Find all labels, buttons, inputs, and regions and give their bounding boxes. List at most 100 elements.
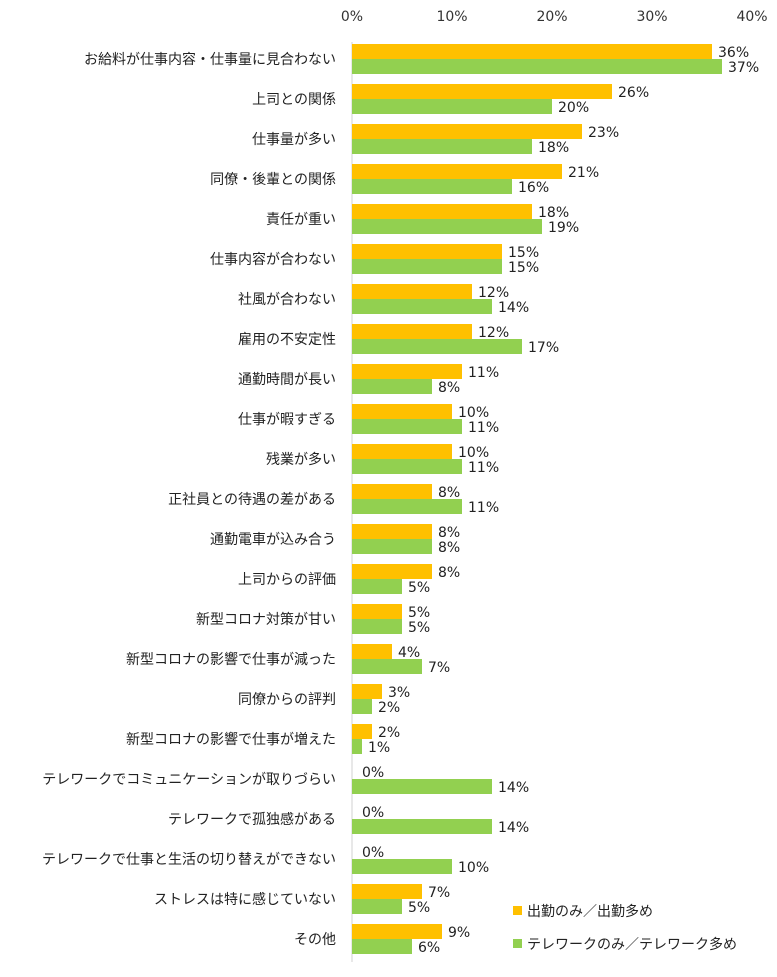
data-label-office: 9% [448,925,470,941]
data-label-telework: 5% [408,900,430,916]
category-label: 新型コロナ対策が甘い [196,611,336,628]
bar-telework [352,739,362,754]
category-label: お給料が仕事内容・仕事量に見合わない [84,51,336,68]
category-label: 同僚・後輩との関係 [210,172,336,188]
data-label-telework: 37% [728,60,759,76]
data-label-telework: 8% [438,380,460,396]
data-label-office: 7% [428,885,450,901]
data-label-office: 11% [468,365,499,381]
data-label-office: 8% [438,485,460,501]
data-label-telework: 17% [528,340,559,356]
bar-telework [352,819,492,834]
data-label-telework: 5% [408,620,430,636]
data-label-office: 8% [438,525,460,541]
category-label: 責任が重い [266,212,336,228]
category-label: その他 [294,932,336,948]
data-label-office: 2% [378,725,400,741]
bar-telework [352,659,422,674]
data-label-office: 5% [408,605,430,621]
bar-office [352,724,372,739]
bar-office [352,244,502,259]
data-label-office: 21% [568,165,599,181]
bar-telework [352,259,502,274]
data-label-office: 15% [508,245,539,261]
bar-telework [352,219,542,234]
x-tick-label: 0% [341,9,363,25]
data-label-telework: 14% [498,780,529,796]
data-label-telework: 5% [408,580,430,596]
bar-office [352,324,472,339]
bar-office [352,404,452,419]
category-label: 通勤電車が込み合う [210,531,336,548]
data-label-telework: 1% [368,740,390,756]
data-label-telework: 19% [548,220,579,236]
category-label: 上司からの評価 [238,572,336,588]
x-tick-label: 30% [636,9,667,25]
bar-telework [352,539,432,554]
bar-telework [352,299,492,314]
bar-office [352,484,432,499]
data-label-office: 26% [618,85,649,101]
data-label-office: 36% [718,45,749,61]
legend-label-office: 出勤のみ／出勤多め [527,903,653,920]
bar-office [352,884,422,899]
bar-office [352,284,472,299]
category-label: 通勤時間が長い [238,372,336,388]
bar-office [352,604,402,619]
bar-office [352,524,432,539]
bar-telework [352,59,722,74]
bar-office [352,44,712,59]
bar-telework [352,379,432,394]
bar-office [352,204,532,219]
data-label-telework: 14% [498,820,529,836]
data-label-telework: 11% [468,500,499,516]
bar-telework [352,899,402,914]
data-label-telework: 7% [428,660,450,676]
bar-telework [352,579,402,594]
data-label-telework: 14% [498,300,529,316]
bar-office [352,444,452,459]
data-label-office: 10% [458,445,489,461]
x-tick-label: 20% [536,9,567,25]
data-label-office: 10% [458,405,489,421]
category-label: 仕事が暇すぎる [238,412,336,428]
bar-office [352,364,462,379]
data-label-office: 4% [398,645,420,661]
category-label: 正社員との待遇の差がある [168,492,336,508]
x-tick-label: 40% [736,9,767,25]
bar-telework [352,419,462,434]
data-label-telework: 20% [558,100,589,116]
category-label: テレワークで孤独感がある [168,811,336,828]
category-label: 雇用の不安定性 [238,331,336,348]
category-label: 新型コロナの影響で仕事が減った [126,651,336,668]
data-label-office: 8% [438,565,460,581]
bar-telework [352,179,512,194]
bar-telework [352,99,552,114]
x-tick-label: 10% [436,9,467,25]
data-label-office: 3% [388,685,410,701]
data-label-office: 12% [478,325,509,341]
data-label-office: 23% [588,125,619,141]
bar-telework [352,939,412,954]
bar-office [352,164,562,179]
bar-office [352,924,442,939]
legend-label-telework: テレワークのみ／テレワーク多め [527,936,737,953]
legend-swatch-office [513,906,522,915]
data-label-telework: 6% [418,940,440,956]
legend-swatch-telework [513,939,522,948]
bar-telework [352,139,532,154]
bar-telework [352,459,462,474]
bar-office [352,84,612,99]
data-label-telework: 2% [378,700,400,716]
data-label-telework: 10% [458,860,489,876]
bar-office [352,564,432,579]
bar-office [352,684,382,699]
data-label-telework: 8% [438,540,460,556]
data-label-office: 0% [362,845,384,861]
data-label-telework: 11% [468,460,499,476]
category-label: 仕事量が多い [252,131,336,148]
category-label: 仕事内容が合わない [210,251,336,268]
category-label: 上司との関係 [252,92,336,108]
data-label-telework: 18% [538,140,569,156]
